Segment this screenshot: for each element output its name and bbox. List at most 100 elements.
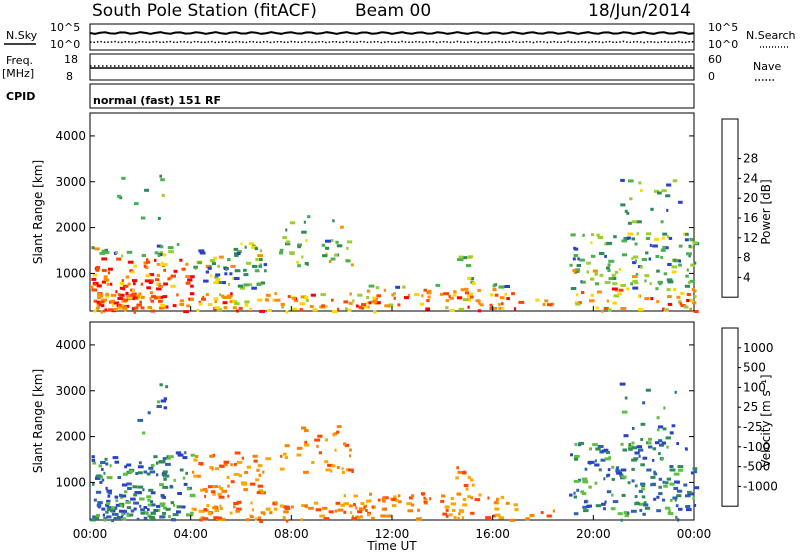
heatmap-cell	[628, 445, 634, 449]
heatmap-cell	[106, 499, 111, 503]
heatmap-cell	[280, 454, 283, 458]
heatmap-cell	[365, 509, 368, 512]
heatmap-cell	[645, 388, 651, 392]
heatmap-cell	[170, 274, 176, 278]
xtick-label: 08:00	[274, 527, 309, 541]
heatmap-cell	[250, 515, 254, 519]
heatmap-cell	[218, 464, 225, 468]
heatmap-cell	[236, 309, 239, 313]
heatmap-cell	[254, 517, 257, 521]
heatmap-cell	[666, 235, 669, 239]
heatmap-cell	[119, 286, 123, 290]
heatmap-cell	[259, 309, 265, 313]
heatmap-cell	[259, 263, 262, 267]
heatmap-cell	[627, 511, 630, 515]
heatmap-cell	[461, 258, 464, 262]
ytick-label: 4000	[55, 129, 86, 143]
heatmap-cell	[140, 508, 145, 512]
heatmap-cell	[150, 491, 156, 495]
heatmap-cell	[91, 277, 97, 281]
heatmap-cell	[113, 517, 117, 520]
heatmap-cell	[186, 304, 190, 308]
heatmap-cell	[106, 501, 111, 505]
heatmap-cell	[505, 501, 510, 505]
heatmap-cell	[686, 508, 692, 512]
heatmap-cell	[303, 443, 310, 447]
heatmap-cell	[140, 306, 145, 310]
heatmap-cell	[445, 306, 449, 310]
heatmap-cell	[386, 514, 392, 518]
heatmap-cell	[611, 287, 618, 291]
heatmap-cell	[337, 307, 340, 311]
heatmap-cell	[426, 299, 430, 303]
heatmap-cell	[358, 507, 362, 511]
heatmap-cell	[673, 258, 677, 262]
heatmap-cell	[663, 308, 669, 312]
heatmap-cell	[440, 292, 444, 296]
heatmap-cell	[676, 442, 679, 445]
heatmap-cell	[406, 502, 412, 506]
heatmap-cell	[138, 461, 142, 465]
date-title: 18/Jun/2014	[588, 1, 691, 21]
heatmap-cell	[336, 430, 340, 434]
heatmap-cell	[324, 460, 329, 464]
heatmap-cell	[159, 502, 166, 506]
heatmap-cell	[680, 291, 685, 295]
heatmap-cell	[631, 467, 635, 471]
heatmap-cell	[187, 278, 193, 282]
heatmap-cell	[355, 515, 360, 519]
heatmap-cell	[341, 467, 344, 471]
heatmap-cell	[468, 298, 471, 302]
heatmap-cell	[658, 439, 663, 443]
heatmap-cell	[142, 431, 146, 435]
heatmap-cell	[606, 473, 611, 477]
heatmap-cell	[671, 270, 677, 274]
heatmap-cell	[91, 288, 98, 292]
heatmap-cell	[658, 485, 662, 489]
heatmap-cell	[119, 493, 123, 497]
heatmap-cell	[132, 279, 138, 283]
heatmap-cell	[255, 478, 260, 482]
heatmap-cell	[618, 288, 624, 292]
ytick-label: 2000	[55, 221, 86, 235]
heatmap-cell	[391, 293, 395, 297]
heatmap-cell	[190, 511, 194, 515]
heatmap-cell	[686, 293, 691, 296]
heatmap-cell	[424, 498, 428, 501]
heatmap-cell	[653, 472, 658, 476]
heatmap-cell	[206, 504, 210, 508]
heatmap-cell	[189, 297, 194, 301]
heatmap-cell	[470, 478, 474, 482]
heatmap-cell	[257, 254, 263, 258]
heatmap-cell	[233, 247, 239, 251]
heatmap-cell	[185, 281, 191, 285]
heatmap-cell	[217, 516, 223, 520]
heatmap-cell	[101, 268, 107, 272]
heatmap-cell	[147, 306, 153, 309]
heatmap-cell	[301, 255, 304, 259]
heatmap-cell	[244, 300, 250, 304]
heatmap-cell	[462, 471, 467, 475]
heatmap-cell	[177, 492, 182, 495]
heatmap-cell	[388, 303, 394, 307]
heatmap-cell	[156, 287, 162, 291]
heatmap-cell	[640, 189, 643, 193]
heatmap-cell	[345, 259, 351, 263]
heatmap-cell	[234, 302, 240, 306]
heatmap-cell	[444, 505, 450, 509]
heatmap-cell	[204, 489, 208, 493]
colorbar-tick-label: 16	[743, 211, 758, 225]
heatmap-cell	[149, 296, 152, 300]
heatmap-cell	[589, 299, 595, 303]
heatmap-cell	[361, 303, 367, 307]
heatmap-cell	[671, 265, 677, 269]
heatmap-cell	[672, 288, 677, 291]
heatmap-cell	[137, 295, 140, 299]
heatmap-cell	[458, 512, 461, 516]
heatmap-cell	[225, 295, 230, 299]
heatmap-cell	[115, 251, 119, 254]
heatmap-cell	[495, 513, 501, 517]
heatmap-cell	[105, 462, 109, 466]
heatmap-cell	[377, 498, 381, 502]
heatmap-cell	[123, 298, 129, 302]
